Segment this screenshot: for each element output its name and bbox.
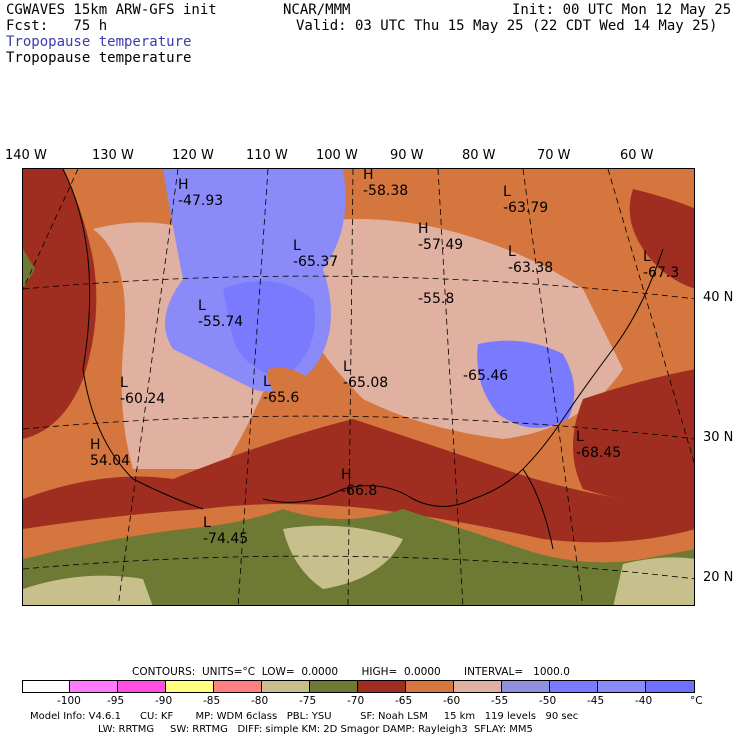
- contour-label: L -65.37: [293, 238, 339, 270]
- forecast-hour: Fcst: 75 h: [6, 18, 108, 34]
- contour-label: L -67.3: [643, 249, 680, 281]
- contour-label: H -66.8: [341, 467, 378, 499]
- colorbar-cell: [453, 680, 502, 693]
- colorbar-cell: [213, 680, 262, 693]
- colorbar-cell: [261, 680, 310, 693]
- model-title: CGWAVES 15km ARW-GFS init: [6, 2, 217, 18]
- colorbar-cell: [22, 680, 70, 693]
- colorbar-tick: -75: [299, 695, 317, 707]
- colorbar-tick: -65: [395, 695, 413, 707]
- lat-label: 20 N: [703, 570, 734, 585]
- lat-label: 40 N: [703, 290, 734, 305]
- contour-label: H -58.38: [363, 168, 409, 199]
- contour-label: H -57.49: [418, 221, 464, 253]
- contour-label: H 54.04: [90, 437, 131, 469]
- colorbar-tick: -100: [57, 695, 81, 707]
- contour-label: L -60.24: [120, 375, 166, 407]
- contour-label: L -55.74: [198, 298, 244, 330]
- colorbar-tick: -60: [443, 695, 461, 707]
- contour-label: L -63.38: [508, 244, 554, 276]
- lon-label: 130 W: [92, 148, 134, 163]
- lon-label: 60 W: [620, 148, 654, 163]
- colorbar-tick: -70: [347, 695, 365, 707]
- colorbar-tick: -95: [107, 695, 125, 707]
- valid-time: Valid: 03 UTC Thu 15 May 25 (22 CDT Wed …: [296, 18, 718, 34]
- map-canvas: [23, 169, 694, 605]
- model-info-line1: Model Info: V4.6.1 CU: KF MP: WDM 6class…: [30, 711, 579, 722]
- lon-label: 110 W: [246, 148, 288, 163]
- colorbar-tick: -80: [251, 695, 269, 707]
- colorbar-cell: [405, 680, 454, 693]
- contour-label: L -63.79: [503, 184, 549, 216]
- contour-label: L -65.6: [263, 374, 300, 406]
- model-info-line2: LW: RRTMG SW: RRTMG DIFF: simple KM: 2D …: [98, 724, 533, 735]
- contour-label: L -68.45: [576, 429, 622, 461]
- colorbar-cell: [549, 680, 598, 693]
- contour-label: -65.46: [463, 368, 509, 384]
- colorbar-cell: [117, 680, 166, 693]
- contour-label: H -47.93: [178, 177, 224, 209]
- colorbar-cell: [309, 680, 358, 693]
- tropopause-temperature-map[interactable]: H -47.93 H -58.38 L -63.79 H -57.49 L -6…: [22, 168, 695, 606]
- colorbar-tick: -55: [491, 695, 509, 707]
- lon-label: 140 W: [5, 148, 47, 163]
- field-title-secondary: Tropopause temperature: [6, 50, 192, 66]
- colorbar-tick: -85: [203, 695, 221, 707]
- colorbar-tick: -40: [635, 695, 653, 707]
- colorbar-tick: -90: [155, 695, 173, 707]
- lon-label: 70 W: [537, 148, 571, 163]
- contour-label: L -65.08: [343, 359, 389, 391]
- colorbar-tick: -50: [539, 695, 557, 707]
- lon-label: 100 W: [316, 148, 358, 163]
- lon-label: 80 W: [462, 148, 496, 163]
- field-title-primary: Tropopause temperature: [6, 34, 192, 50]
- contour-label: -55.8: [418, 291, 455, 307]
- colorbar-tick: -45: [587, 695, 605, 707]
- lon-label: 90 W: [390, 148, 424, 163]
- init-time: Init: 00 UTC Mon 12 May 25: [512, 2, 732, 18]
- colorbar-cell: [357, 680, 406, 693]
- lat-label: 30 N: [703, 430, 734, 445]
- colorbar-unit: °C: [690, 695, 703, 707]
- colorbar-cell: [69, 680, 118, 693]
- colorbar-cell: [645, 680, 695, 693]
- colorbar-cell: [165, 680, 214, 693]
- contour-label: L -74.45: [203, 515, 249, 547]
- contour-info: CONTOURS: UNITS=°C LOW= 0.0000 HIGH= 0.0…: [132, 666, 570, 678]
- colorbar-cell: [501, 680, 550, 693]
- org-label: NCAR/MMM: [283, 2, 351, 18]
- colorbar-cell: [597, 680, 646, 693]
- lon-label: 120 W: [172, 148, 214, 163]
